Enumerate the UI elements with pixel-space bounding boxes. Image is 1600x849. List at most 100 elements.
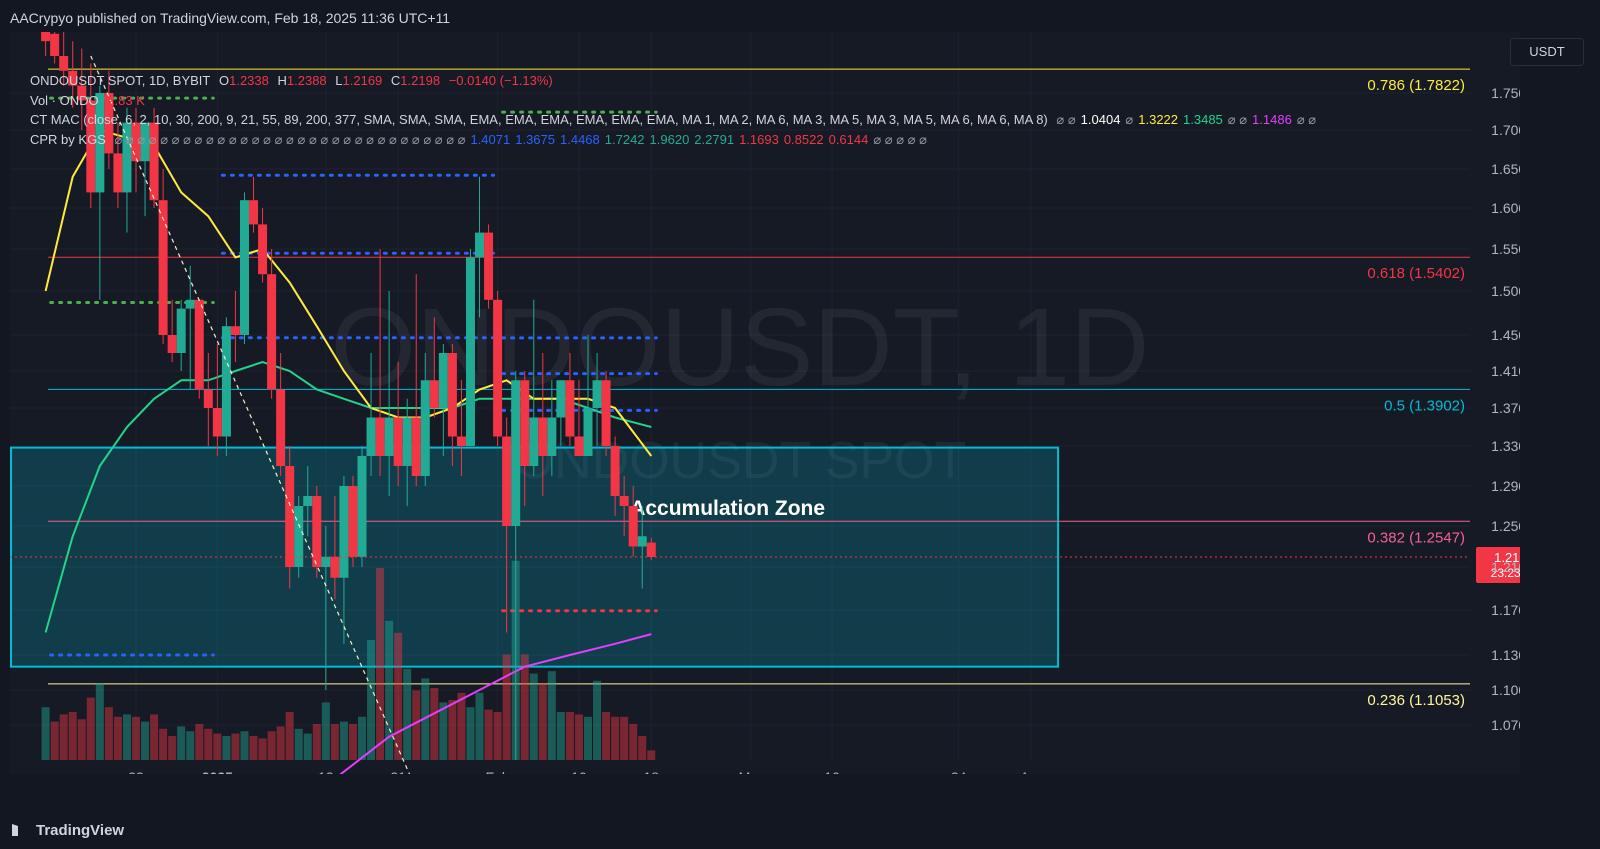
candle-body[interactable]: [465, 257, 475, 446]
y-tick-label: 1.1300: [1491, 647, 1520, 663]
volume-bar: [448, 700, 457, 760]
candle-body[interactable]: [574, 436, 584, 457]
candle-body[interactable]: [122, 122, 132, 193]
volume-bar: [113, 716, 122, 760]
candle-body[interactable]: [285, 466, 295, 567]
volume-bar: [222, 736, 231, 760]
candle-body[interactable]: [547, 417, 557, 457]
volume-bar: [502, 654, 511, 760]
candle-body[interactable]: [366, 417, 376, 457]
legend-mac-value-3: 1.3222: [1138, 112, 1179, 127]
tradingview-logo[interactable]: TradingView: [12, 822, 124, 839]
candle-body[interactable]: [583, 408, 593, 456]
candle-body[interactable]: [628, 506, 638, 547]
candle-body[interactable]: [529, 417, 539, 467]
volume-bar: [186, 731, 195, 760]
candle-body[interactable]: [276, 389, 286, 467]
candle-body[interactable]: [592, 380, 602, 408]
candle-body[interactable]: [321, 556, 331, 567]
candle-body[interactable]: [511, 380, 521, 526]
candle-body[interactable]: [68, 70, 78, 86]
candle-body[interactable]: [411, 417, 421, 477]
candle-body[interactable]: [258, 224, 268, 275]
candle-body[interactable]: [194, 299, 204, 390]
candle-body[interactable]: [375, 417, 385, 457]
price-chart[interactable]: ONDOUSDT, 1D ONDOUSDT SPOT Accumulation …: [10, 32, 1520, 774]
candle-body[interactable]: [384, 417, 394, 457]
y-tick-label: 1.7000: [1491, 122, 1520, 138]
candle-body[interactable]: [294, 506, 304, 567]
candle-body[interactable]: [158, 200, 168, 335]
brand-text: TradingView: [36, 822, 125, 839]
candle-body[interactable]: [95, 93, 105, 193]
legend-low-label: L: [335, 73, 343, 88]
legend-mac-value-6: 1.1486: [1252, 112, 1292, 127]
chart-pane[interactable]: ONDOUSDT, 1D ONDOUSDT SPOT Accumulation …: [10, 32, 1520, 774]
candle-body[interactable]: [312, 496, 322, 567]
legend-vol-value: 2.83 K: [107, 93, 145, 108]
legend-cpr-value-5: 1.9620: [649, 132, 690, 147]
y-tick-label: 1.2100: [1491, 559, 1520, 575]
candle-body[interactable]: [493, 299, 503, 437]
candle-body[interactable]: [86, 100, 96, 193]
candle-body[interactable]: [357, 456, 367, 557]
candle-body[interactable]: [601, 380, 611, 446]
candle-body[interactable]: [393, 417, 403, 467]
volume-bar: [132, 716, 140, 760]
volume-bar: [276, 726, 285, 760]
x-tick-label: 21: [390, 769, 406, 774]
candle-body[interactable]: [420, 380, 430, 476]
candle-body[interactable]: [140, 122, 150, 162]
candle-body[interactable]: [50, 33, 60, 56]
legend-volume-row: Vol · ONDO 2.83 K: [30, 93, 150, 108]
candle-body[interactable]: [402, 417, 412, 467]
legend-symbol[interactable]: ONDOUSDT SPOT, 1D, BYBIT: [30, 73, 211, 88]
candle-body[interactable]: [330, 556, 340, 578]
x-tick-label: 18: [643, 769, 659, 774]
candle-body[interactable]: [77, 85, 87, 101]
trendline[interactable]: [90, 55, 435, 774]
candle-body[interactable]: [484, 232, 494, 300]
candle-body[interactable]: [131, 122, 141, 162]
candle-body[interactable]: [475, 232, 485, 258]
candle-body[interactable]: [520, 380, 530, 466]
candle-body[interactable]: [113, 153, 123, 193]
candle-body[interactable]: [619, 496, 629, 506]
currency-unit-button[interactable]: USDT: [1510, 38, 1584, 66]
candle-body[interactable]: [610, 446, 620, 496]
plot-background: [10, 32, 1520, 774]
candle-body[interactable]: [456, 436, 466, 447]
candle-body[interactable]: [339, 486, 349, 578]
candle-body[interactable]: [646, 542, 656, 557]
x-tick-label: 13: [318, 769, 334, 774]
legend-mac-label[interactable]: CT MAC (close, 6, 2, 10, 30, 200, 9, 21,…: [30, 112, 1048, 127]
candle-body[interactable]: [176, 308, 186, 353]
candle-body[interactable]: [230, 326, 240, 335]
candle-body[interactable]: [502, 436, 512, 527]
candle-body[interactable]: [447, 353, 457, 437]
legend-cpr-label[interactable]: CPR by KGS: [30, 132, 106, 147]
candle-body[interactable]: [203, 389, 213, 409]
candle-body[interactable]: [59, 56, 69, 71]
volume-bar: [367, 640, 376, 760]
candle-body[interactable]: [41, 32, 51, 42]
candle-body[interactable]: [221, 326, 231, 437]
candle-body[interactable]: [303, 496, 313, 506]
legend-vol-label[interactable]: Vol · ONDO: [30, 93, 99, 108]
candle-body[interactable]: [249, 200, 259, 225]
candle-body[interactable]: [167, 335, 177, 353]
candle-body[interactable]: [348, 486, 358, 557]
volume-bar: [430, 688, 439, 760]
candle-body[interactable]: [637, 536, 647, 547]
candle-body[interactable]: [565, 380, 575, 437]
candle-body[interactable]: [212, 408, 222, 437]
candle-body[interactable]: [149, 122, 159, 201]
candle-body[interactable]: [438, 353, 448, 408]
candle-body[interactable]: [538, 417, 548, 457]
candle-body[interactable]: [185, 299, 195, 309]
candle-body[interactable]: [429, 380, 439, 408]
candle-body[interactable]: [556, 380, 566, 418]
candle-body[interactable]: [104, 93, 114, 154]
candle-body[interactable]: [239, 200, 249, 335]
candle-body[interactable]: [267, 274, 277, 390]
